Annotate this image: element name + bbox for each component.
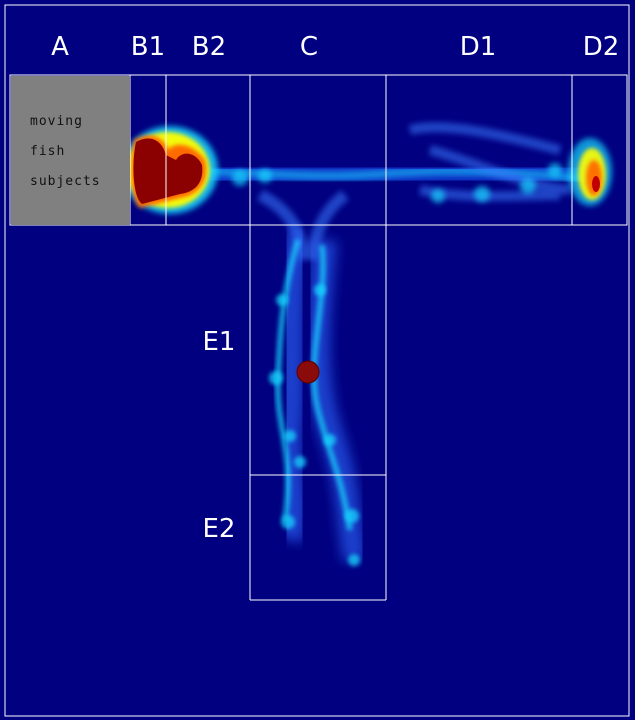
heat-spot [294, 456, 306, 468]
heat-trail-horizontal-core [149, 167, 599, 184]
heat-spot [232, 170, 248, 186]
horizontal-arm-border [9, 74, 628, 226]
heat-hotspot-b1-b2 [122, 126, 218, 214]
heat-trail-stem-glow-left [275, 227, 313, 544]
heat-spot [548, 163, 562, 177]
zone-label-a: A [51, 32, 69, 62]
zone-label-e2: E2 [203, 514, 236, 544]
heat-spot [520, 178, 536, 194]
heat-hotspot-d2 [568, 138, 612, 206]
fish-position-dot-icon [296, 360, 320, 384]
zone-label-b2: B2 [192, 32, 226, 62]
heat-spot [314, 284, 326, 296]
zone-label-e1: E1 [203, 327, 236, 357]
heat-spot [474, 186, 490, 202]
outer-frame [4, 4, 630, 717]
zone-label-b1: B1 [131, 32, 165, 62]
zone-label-d2: D2 [583, 32, 620, 62]
inset-line-fish: fish [30, 144, 65, 159]
heat-spot [324, 434, 336, 446]
heat-spot [269, 371, 283, 385]
inset-line-moving: moving [30, 114, 83, 129]
heat-spot [258, 169, 272, 183]
heat-spot [348, 554, 360, 566]
heat-spot [281, 515, 295, 529]
inset-line-subjects: subjects [30, 174, 101, 189]
moving-fish-inset [11, 76, 130, 225]
heatmap-trails [122, 122, 612, 566]
zone-label-c: C [300, 32, 318, 62]
heat-spot [431, 189, 445, 203]
heat-spot [284, 430, 296, 442]
heat-spot [276, 294, 288, 306]
zone-label-d1: D1 [460, 32, 497, 62]
heat-spot [345, 509, 359, 523]
